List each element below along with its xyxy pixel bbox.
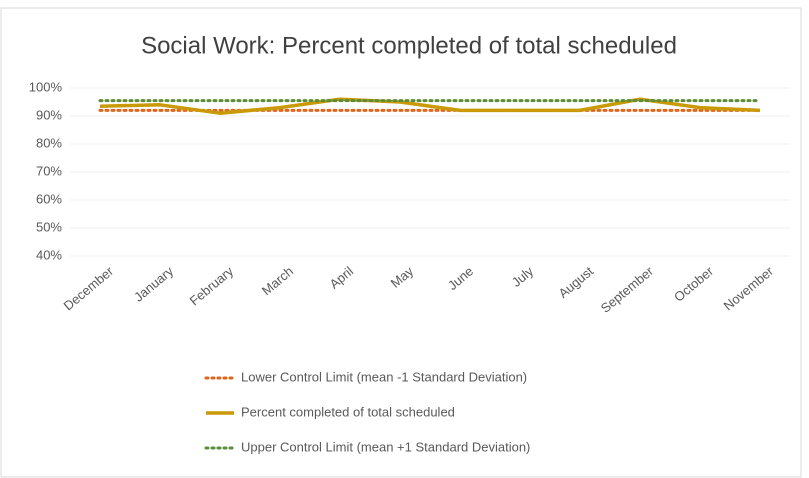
chart-border [0,7,802,478]
y-tick-label: 40% [36,247,62,262]
y-tick-label: 60% [36,191,62,206]
legend-label: Lower Control Limit (mean -1 Standard De… [241,369,527,384]
series-line [99,97,761,115]
y-tick-label: 100% [29,79,63,94]
y-tick-label: 70% [36,163,62,178]
legend-label: Upper Control Limit (mean +1 Standard De… [241,439,530,454]
legend-label: Percent completed of total scheduled [241,404,455,419]
y-tick-label: 90% [36,107,62,122]
y-tick-label: 50% [36,219,62,234]
y-tick-label: 80% [36,135,62,150]
chart-title: Social Work: Percent completed of total … [141,32,677,59]
